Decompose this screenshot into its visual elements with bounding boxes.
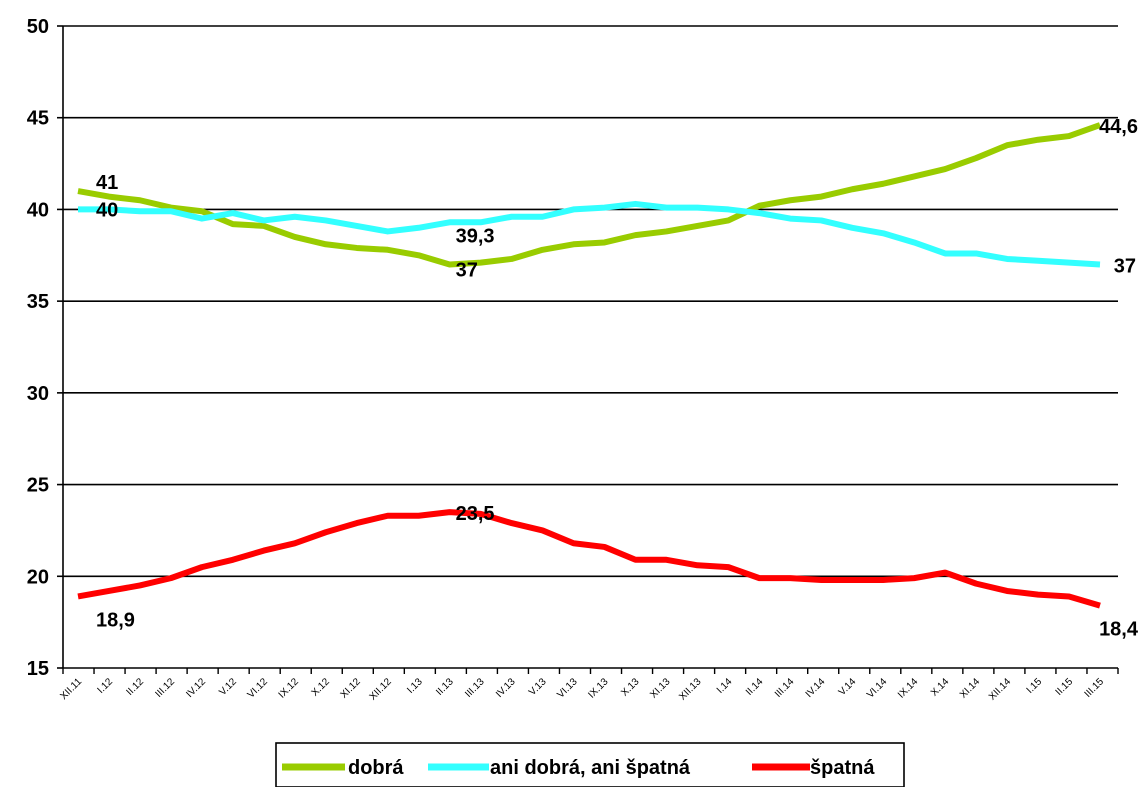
- y-tick-label: 35: [27, 291, 49, 313]
- x-tick-label: XII.11: [58, 676, 84, 702]
- x-tick-label: I.13: [405, 676, 425, 696]
- x-tick-label: III.12: [154, 676, 178, 700]
- x-tick-label: IX.14: [896, 676, 921, 701]
- x-tick-label: XI.14: [958, 676, 983, 701]
- data-label: 37: [456, 259, 478, 281]
- x-tick-label: III.13: [463, 676, 487, 700]
- series-line: [78, 204, 1100, 265]
- x-tick-label: XII.12: [368, 676, 395, 703]
- series-line: [78, 512, 1100, 606]
- legend-label: ani dobrá, ani špatná: [490, 757, 691, 779]
- data-label: 18,9: [96, 609, 135, 631]
- data-labels: 41 37 44,6 40 39,3 37 18,9 23,5 18,4: [96, 116, 1139, 641]
- y-tick-label: 40: [27, 199, 49, 221]
- x-tick-label: VI.14: [865, 676, 890, 701]
- series-0: [78, 125, 1100, 264]
- data-label: 18,4: [1099, 619, 1139, 641]
- x-tick-label: XII.13: [677, 676, 704, 703]
- x-tick-label: IV.13: [494, 676, 518, 700]
- x-tick-label: II.14: [744, 676, 766, 698]
- legend-label: špatná: [810, 757, 875, 779]
- legend: dobrá ani dobrá, ani špatná špatná: [276, 743, 904, 787]
- series-line: [78, 125, 1100, 264]
- x-tick-label: I.14: [715, 676, 735, 696]
- legend-label: dobrá: [348, 757, 404, 779]
- data-label: 44,6: [1099, 116, 1138, 138]
- gridlines: [63, 26, 1118, 576]
- x-tick-label: II.12: [125, 676, 147, 698]
- x-tick-label: X.13: [619, 676, 642, 699]
- data-label: 40: [96, 199, 118, 221]
- x-tick-label: IV.12: [184, 676, 208, 700]
- x-tick-label: I.15: [1025, 676, 1045, 696]
- x-tick-label: IV.14: [804, 676, 828, 700]
- data-label: 23,5: [456, 503, 495, 525]
- y-tick-label: 30: [27, 383, 49, 405]
- x-tick-label: VI.12: [246, 676, 271, 701]
- x-tick-label: I.12: [96, 676, 116, 696]
- data-label: 39,3: [456, 225, 495, 247]
- x-tick-label: XI.13: [648, 676, 673, 701]
- x-tick-label: XII.14: [987, 676, 1014, 703]
- x-tick-label: III.14: [773, 676, 797, 700]
- x-tick-label: IX.13: [586, 676, 611, 701]
- x-tick-label: V.12: [217, 676, 239, 698]
- y-tick-label: 25: [27, 475, 49, 497]
- x-tick-label: X.14: [929, 676, 952, 699]
- x-tick-label: XI.12: [339, 676, 364, 701]
- x-tick-label: II.15: [1054, 676, 1076, 698]
- x-tick-label: VI.13: [555, 676, 580, 701]
- x-tick-label: X.12: [310, 676, 333, 699]
- x-tick-label: V.13: [527, 676, 549, 698]
- x-tick-label: V.14: [837, 676, 859, 698]
- x-tick-label: IX.12: [277, 676, 302, 701]
- series-2: [78, 512, 1100, 606]
- series-1: [78, 204, 1100, 265]
- data-label: 41: [96, 172, 118, 194]
- x-tick-label: II.13: [434, 676, 456, 698]
- y-tick-label: 45: [27, 108, 49, 130]
- y-tick-label: 15: [27, 658, 49, 680]
- x-tick-label: III.15: [1083, 676, 1107, 700]
- series-lines: [78, 125, 1100, 606]
- y-tick-label: 50: [27, 16, 49, 38]
- data-label: 37: [1114, 255, 1136, 277]
- y-tick-label: 20: [27, 566, 49, 588]
